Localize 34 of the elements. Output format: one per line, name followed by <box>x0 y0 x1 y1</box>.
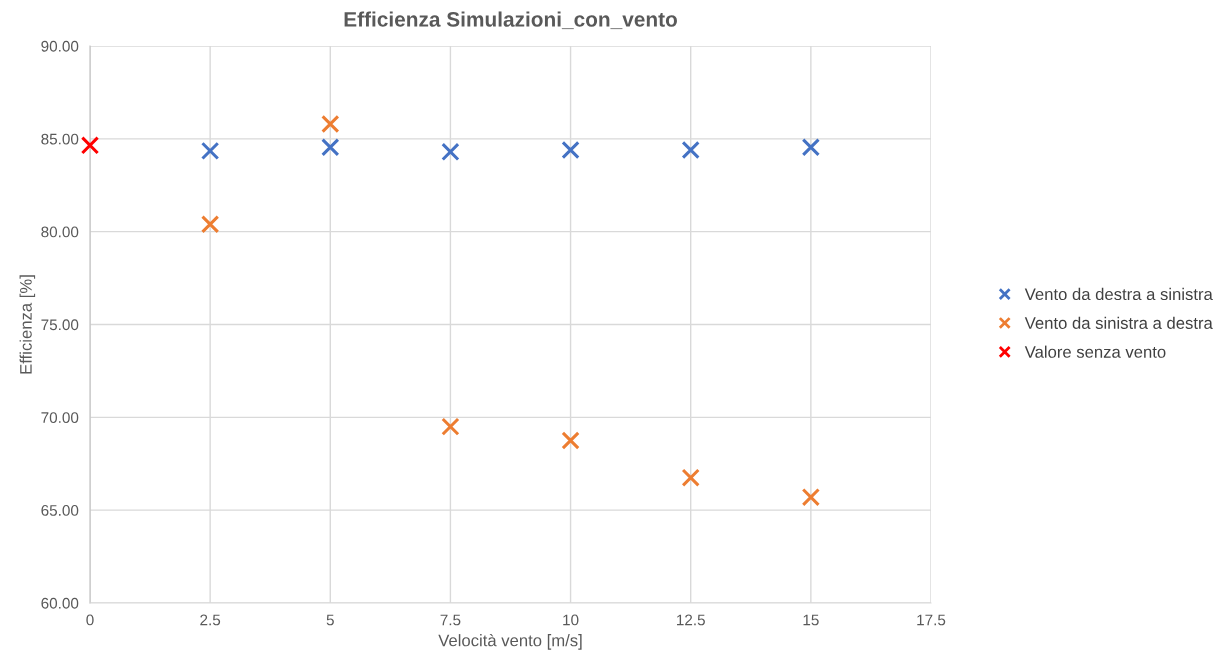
y-tick-label: 60.00 <box>41 597 79 609</box>
point <box>801 488 821 507</box>
y-tick-label: 90.00 <box>41 40 79 52</box>
x-tick-label: 0 <box>86 614 94 626</box>
point <box>80 136 100 155</box>
y-axis-title: Efficienza [%] <box>19 275 36 374</box>
point <box>321 114 340 134</box>
legend-label: Vento da sinistra a destra <box>1024 316 1213 329</box>
y-tick-label: 75.00 <box>41 319 79 331</box>
point <box>200 141 220 161</box>
x-tick-label: 2.5 <box>200 614 221 626</box>
chart-title: Efficienza Simulazioni_con_vento <box>344 11 677 30</box>
x-tick-label: 5 <box>326 614 334 626</box>
point <box>681 468 700 487</box>
x-tick-label: 7.5 <box>440 614 461 626</box>
x-tick-label: 17.5 <box>917 614 946 626</box>
point <box>441 142 460 161</box>
y-tick-label: 70.00 <box>41 412 79 424</box>
y-tick-label: 80.00 <box>41 226 79 238</box>
point <box>801 138 821 157</box>
point <box>441 417 460 436</box>
x-tick-label: 10 <box>563 614 579 626</box>
legend-label: Vento da destra a sinistra <box>1024 287 1213 301</box>
y-tick-label: 65.00 <box>41 505 79 516</box>
y-tick-label: 85.00 <box>41 133 79 145</box>
x-tick-label: 12.5 <box>677 614 705 626</box>
point <box>561 140 580 160</box>
point <box>200 215 220 234</box>
point <box>561 431 580 450</box>
point <box>321 138 340 157</box>
x-tick-label: 15 <box>803 614 819 626</box>
x-axis-title: Velocità vento [m/s] <box>438 633 582 650</box>
legend-label: Valore senza vento <box>1024 345 1166 358</box>
point <box>681 140 700 160</box>
